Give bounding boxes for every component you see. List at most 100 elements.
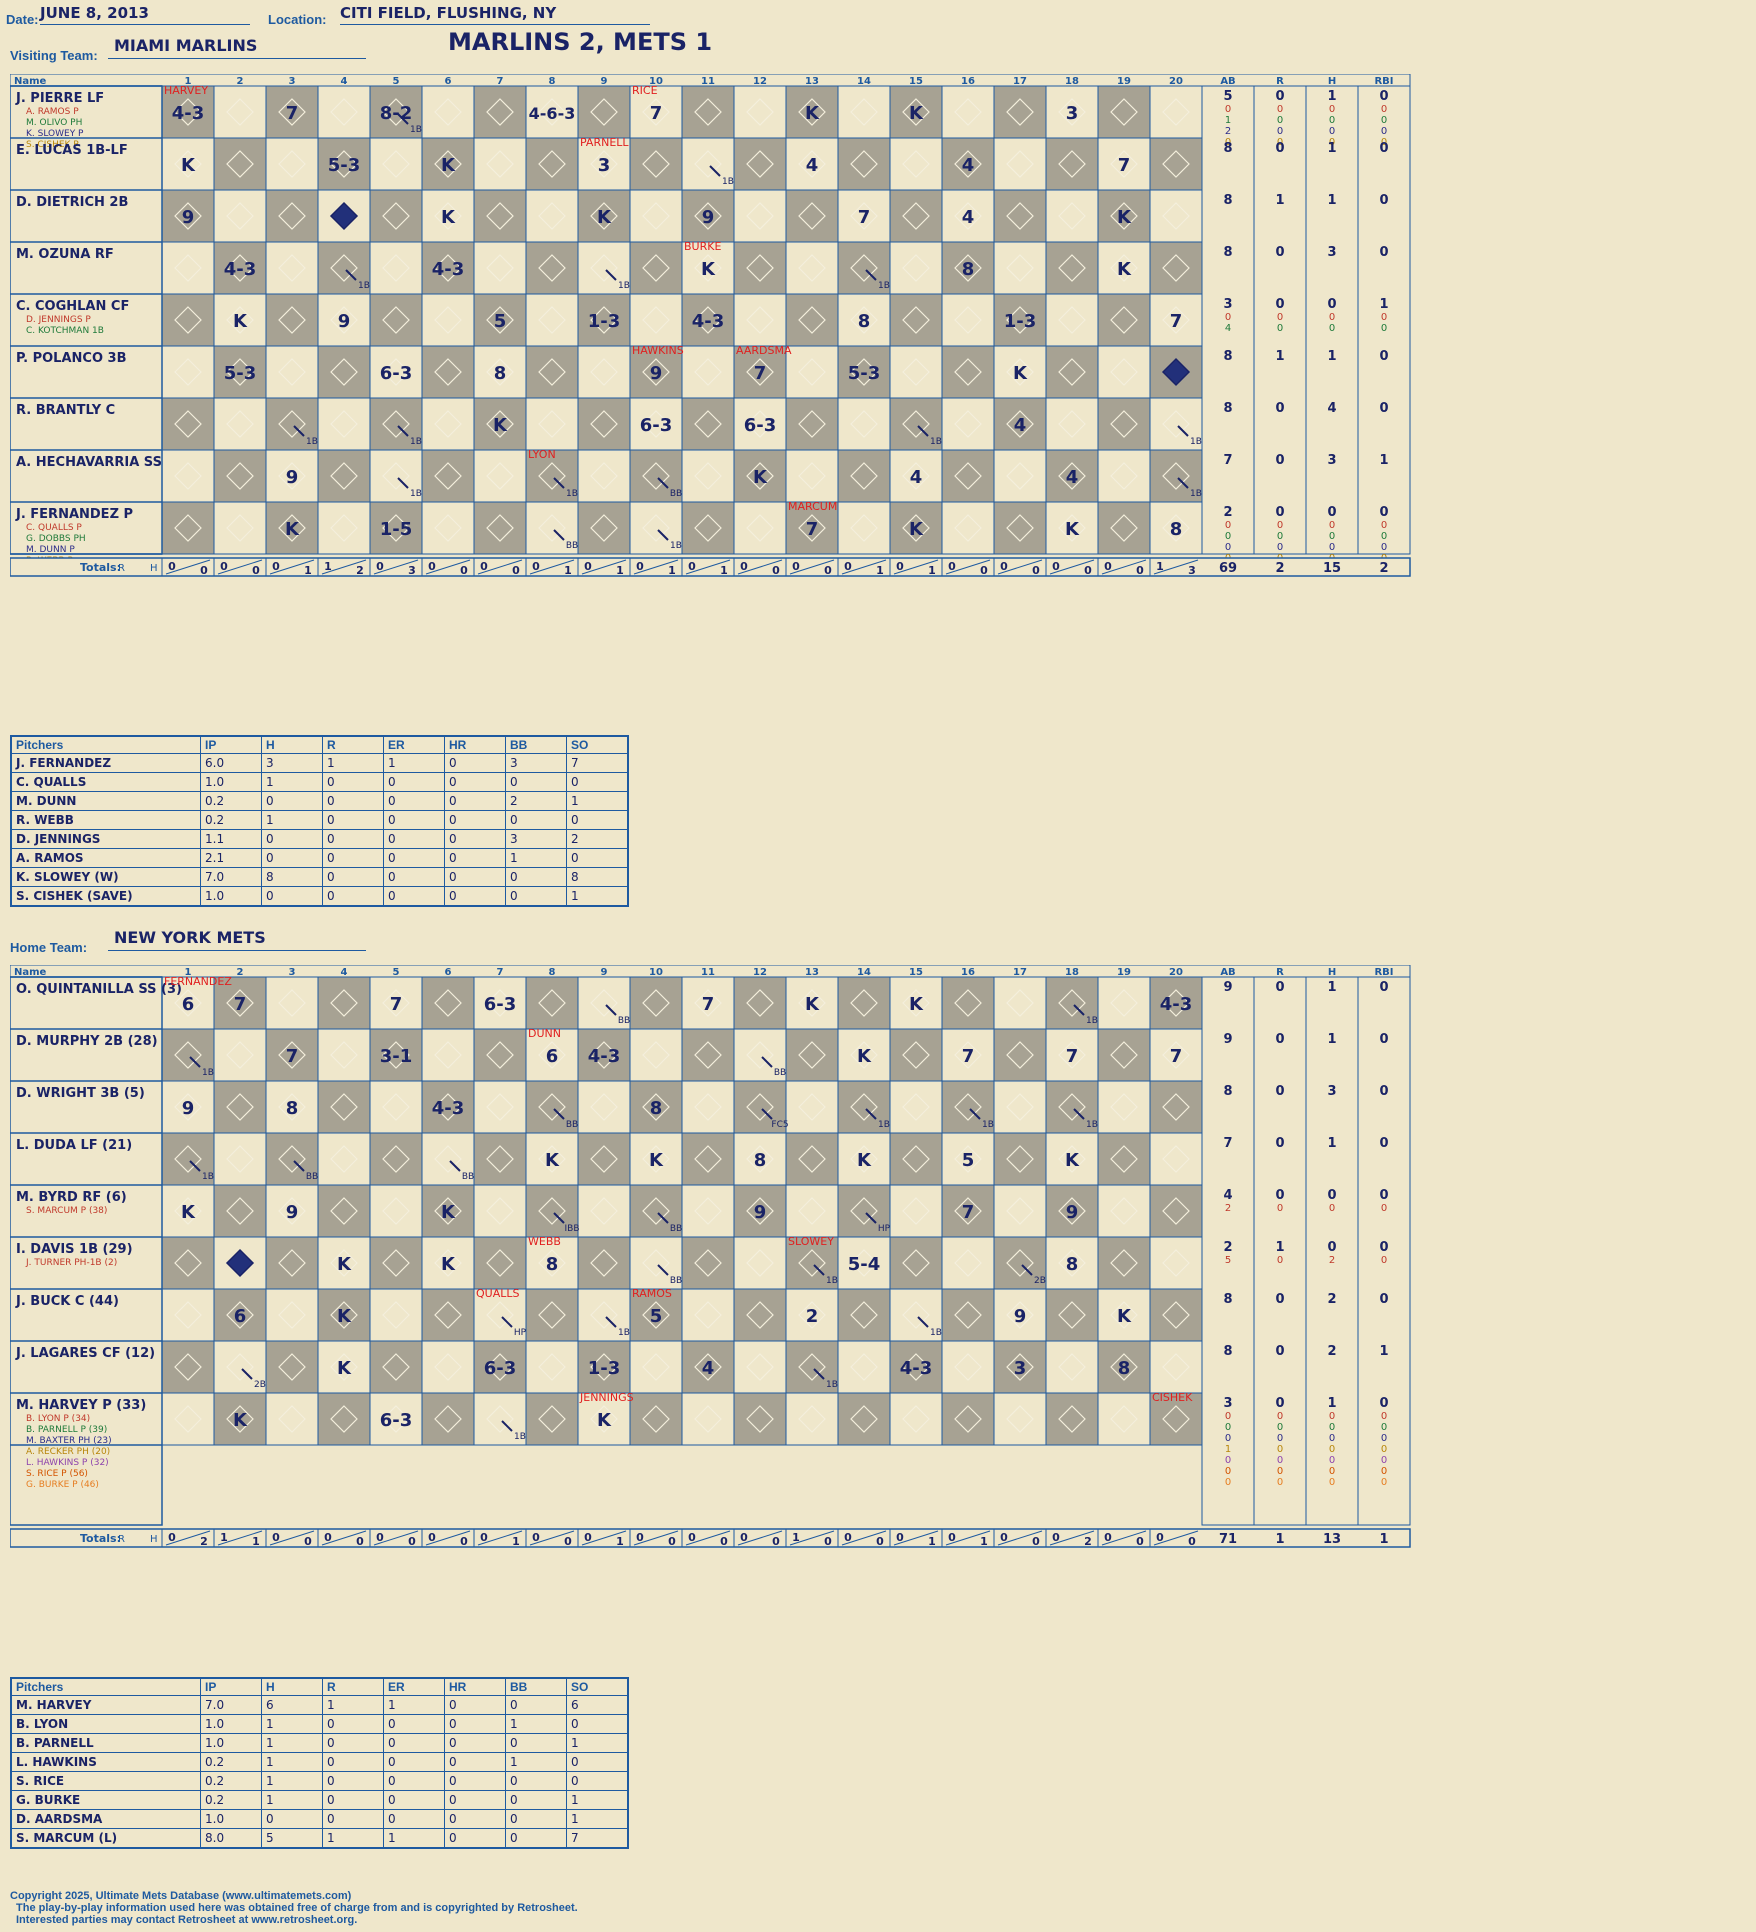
play-result: K — [545, 1150, 560, 1171]
pitcher-stat: 0 — [566, 772, 629, 792]
stat-r: 1 — [1275, 193, 1284, 208]
base-diamond — [382, 150, 410, 178]
base-diamond — [330, 1405, 358, 1433]
base-diamond — [1058, 462, 1086, 490]
batter-name: D. DIETRICH 2B — [16, 195, 128, 210]
base-diamond — [382, 1093, 410, 1121]
stat-r: 0 — [1277, 1433, 1283, 1444]
play-result: 8 — [650, 1098, 663, 1119]
at-bat-cell — [265, 345, 319, 399]
at-bat-cell — [317, 85, 371, 139]
stat-ab: 0 — [1225, 1433, 1231, 1444]
base-diamond — [1162, 1041, 1190, 1069]
base-diamond — [902, 1353, 930, 1381]
hit-line — [865, 1212, 877, 1224]
pitchers-header-cell: IP — [200, 735, 262, 754]
base-diamond — [1006, 358, 1034, 386]
base-diamond — [642, 358, 670, 386]
at-bat-cell — [993, 976, 1047, 1030]
at-bat-cell — [629, 189, 683, 243]
play-result: 9 — [1066, 1202, 1079, 1223]
hit-label: BB — [618, 1016, 630, 1026]
base-diamond — [434, 1249, 462, 1277]
play-result: 7 — [806, 519, 819, 540]
base-diamond — [1162, 1353, 1190, 1381]
stat-ab: 2 — [1223, 505, 1232, 520]
stat-r: 0 — [1275, 89, 1284, 104]
at-bat-cell — [629, 976, 683, 1030]
pitcher-stat: 1 — [261, 1790, 323, 1810]
pitcher-stat: 1 — [261, 1733, 323, 1753]
play-result: K — [909, 519, 924, 540]
at-bat-cell — [317, 501, 371, 555]
hit-line — [501, 1316, 513, 1328]
at-bat-cell — [265, 1236, 319, 1290]
stat-rbi: 0 — [1381, 520, 1387, 531]
base-diamond — [278, 1249, 306, 1277]
pitcher-row: B. PARNELL 1.0 1 0 0 0 0 1 — [10, 1733, 629, 1753]
at-bat-cell — [629, 1184, 683, 1238]
base-diamond — [1110, 150, 1138, 178]
pitcher-stat: 2 — [505, 791, 567, 811]
at-bat-cell — [369, 1340, 423, 1394]
hit-line — [293, 1160, 305, 1172]
pitcher-stat: 0 — [383, 1809, 445, 1829]
totals-divider — [1153, 559, 1199, 575]
pitcher-stat: 1 — [383, 753, 445, 773]
base-diamond — [486, 1301, 514, 1329]
inning-runs: 0 — [740, 560, 748, 573]
play-result: 8 — [858, 311, 871, 332]
stat-h: 0 — [1329, 137, 1335, 148]
at-bat-cell — [889, 449, 943, 503]
hit-label: BB — [670, 489, 682, 499]
stat-header-h: H — [1328, 76, 1336, 87]
stat-ab: 0 — [1225, 520, 1231, 531]
stat-h: 3 — [1327, 453, 1336, 468]
pitchers-header-cell: Pitchers — [10, 735, 201, 754]
at-bat-cell — [473, 1288, 527, 1342]
pitcher-stat: 1 — [566, 886, 629, 907]
base-diamond — [798, 306, 826, 334]
pitcher-stat: 1 — [261, 1752, 323, 1772]
at-bat-cell — [1045, 1340, 1099, 1394]
at-bat-cell — [1149, 85, 1203, 139]
play-result: 3 — [598, 155, 611, 176]
stat-r: 0 — [1277, 1411, 1283, 1422]
at-bat-cell — [577, 1236, 631, 1290]
stat-header-ab: AB — [1220, 967, 1235, 978]
inning-hits: 0 — [408, 1535, 416, 1548]
batter-name: D. WRIGHT 3B (5) — [16, 1086, 145, 1101]
base-diamond — [902, 1405, 930, 1433]
pitcher-stat: 0 — [383, 791, 445, 811]
play-result: 6-3 — [744, 415, 777, 436]
inning-hits: 1 — [616, 564, 624, 577]
base-diamond — [694, 306, 722, 334]
at-bat-cell — [941, 1288, 995, 1342]
play-result: K — [181, 1202, 196, 1223]
hit-label: 1B — [878, 281, 890, 291]
at-bat-cell — [993, 1132, 1047, 1186]
hit-line — [397, 477, 409, 489]
stat-ab: 0 — [1225, 1477, 1231, 1488]
inning-runs: 0 — [272, 1531, 280, 1544]
at-bat-cell — [317, 345, 371, 399]
hit-line — [969, 1108, 981, 1120]
base-diamond — [798, 1093, 826, 1121]
play-result: 9 — [182, 207, 195, 228]
hit-line — [397, 425, 409, 437]
play-result: 9 — [650, 363, 663, 384]
pitcher-stat: 0 — [505, 810, 567, 830]
pitchers-header-cell: HR — [444, 1677, 506, 1696]
at-bat-cell — [473, 1340, 527, 1394]
hit-line — [657, 1264, 669, 1276]
play-result: 7 — [234, 994, 247, 1015]
substitute-name: M. DUNN P — [26, 545, 75, 555]
pitcher-stat: 0 — [505, 1790, 567, 1810]
base-diamond — [694, 1093, 722, 1121]
at-bat-cell — [681, 1132, 735, 1186]
at-bat-cell — [213, 1028, 267, 1082]
base-diamond — [590, 150, 618, 178]
footer-retrosheet: The play-by-play information used here w… — [16, 1902, 578, 1914]
play-result: K — [857, 1046, 872, 1067]
stat-rbi: 0 — [1381, 323, 1387, 334]
